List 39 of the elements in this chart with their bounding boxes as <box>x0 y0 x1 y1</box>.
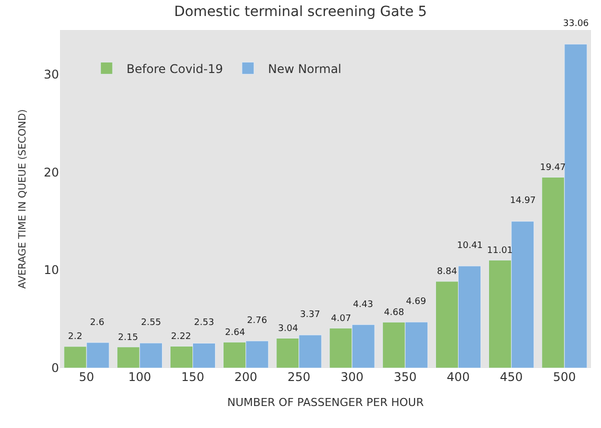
data-label: 3.37 <box>300 310 320 320</box>
y-tick-label: 20 <box>44 165 59 180</box>
x-axis-title: NUMBER OF PASSENGER PER HOUR <box>227 396 424 410</box>
x-tick-label: 300 <box>340 370 364 384</box>
x-tick-label: 50 <box>78 370 94 384</box>
x-tick-label: 450 <box>500 370 523 384</box>
data-label: 2.53 <box>194 318 214 328</box>
data-label: 2.64 <box>225 328 246 338</box>
x-tick-label: 200 <box>234 370 258 384</box>
x-tick-label: 400 <box>446 370 470 384</box>
data-label: 2.22 <box>171 332 192 342</box>
legend-label: New Normal <box>268 62 342 76</box>
y-axis-title: AVERAGE TIME IN QUEUE (SECOND) <box>18 109 29 289</box>
legend-label: Before Covid-19 <box>126 62 223 76</box>
data-label: 11.01 <box>487 246 513 256</box>
chart-title: Domestic terminal screening Gate 5 <box>174 4 427 20</box>
x-tick-label: 500 <box>552 370 576 384</box>
y-tick-label: 10 <box>44 263 59 278</box>
data-label: 2.6 <box>90 318 105 328</box>
data-label: 8.84 <box>437 267 458 277</box>
y-tick-label: 30 <box>44 67 59 82</box>
x-tick-label: 250 <box>287 370 310 384</box>
y-tick-label: 0 <box>51 361 59 376</box>
data-label: 2.2 <box>68 332 82 342</box>
x-tick-label: 100 <box>128 370 152 384</box>
data-label: 19.47 <box>540 163 566 173</box>
data-label: 2.55 <box>141 318 162 328</box>
data-label: 3.04 <box>278 324 298 334</box>
data-label: 10.41 <box>457 241 483 251</box>
data-label: 4.43 <box>353 300 374 310</box>
x-tick-label: 150 <box>181 370 204 384</box>
data-label: 4.68 <box>384 308 404 318</box>
data-label: 33.06 <box>563 19 590 29</box>
x-tick-label: 350 <box>394 370 417 384</box>
data-label: 2.15 <box>118 333 138 343</box>
data-label: 14.97 <box>510 196 536 206</box>
data-label: 4.07 <box>331 314 352 324</box>
data-label: 4.69 <box>406 297 426 307</box>
data-label: 2.76 <box>247 316 268 326</box>
